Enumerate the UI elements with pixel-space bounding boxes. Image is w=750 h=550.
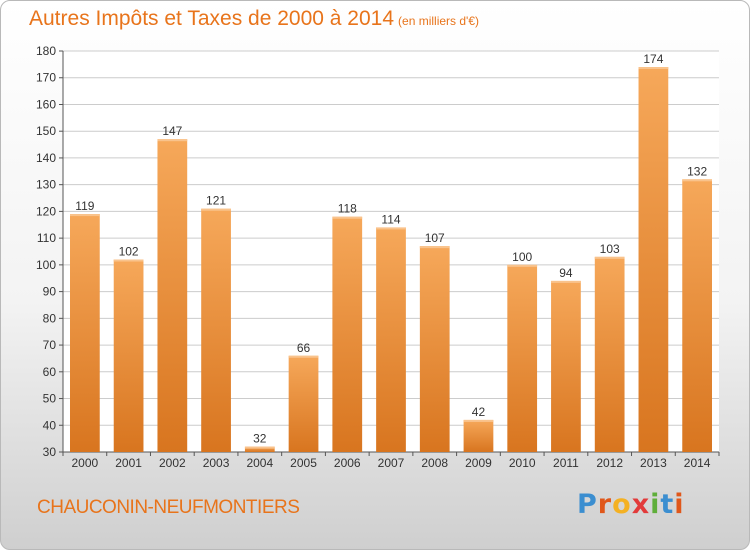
bar xyxy=(419,246,450,452)
x-tick-label: 2004 xyxy=(246,456,273,470)
bar-top-highlight xyxy=(594,256,625,259)
data-label: 94 xyxy=(559,266,573,280)
data-label: 103 xyxy=(600,242,620,256)
bar-top-highlight xyxy=(69,214,100,217)
x-tick-label: 2014 xyxy=(684,456,711,470)
proxiti-logo: Proxiti xyxy=(577,489,685,520)
x-tick-label: 2002 xyxy=(159,456,186,470)
bar-top-highlight xyxy=(244,446,275,449)
bar-top-highlight xyxy=(682,179,713,182)
x-tick-label: 2006 xyxy=(334,456,361,470)
data-label: 42 xyxy=(472,405,486,419)
bar-top-highlight xyxy=(551,280,581,283)
bar xyxy=(69,214,100,452)
bar xyxy=(288,355,319,452)
bar-top-highlight xyxy=(113,259,144,262)
y-tick-label: 140 xyxy=(36,151,56,165)
data-label: 102 xyxy=(119,245,139,259)
bar xyxy=(332,216,363,452)
x-tick-label: 2003 xyxy=(203,456,230,470)
bar-top-highlight xyxy=(157,139,188,142)
data-label: 66 xyxy=(297,341,311,355)
y-tick-label: 160 xyxy=(36,97,56,111)
bar-top-highlight xyxy=(332,216,363,219)
bar xyxy=(638,67,669,452)
y-tick-label: 130 xyxy=(36,178,56,192)
y-tick-label: 60 xyxy=(43,365,57,379)
x-tick-label: 2005 xyxy=(290,456,317,470)
bar-top-highlight xyxy=(288,355,319,358)
x-tick-label: 2007 xyxy=(378,456,405,470)
y-tick-label: 80 xyxy=(43,311,57,325)
bar xyxy=(682,179,713,452)
bar xyxy=(463,419,494,452)
bar xyxy=(113,259,144,452)
y-tick-label: 70 xyxy=(43,338,57,352)
y-tick-label: 180 xyxy=(36,44,56,58)
bar-top-highlight xyxy=(201,208,231,211)
x-tick-label: 2001 xyxy=(115,456,142,470)
y-tick-label: 40 xyxy=(43,418,57,432)
bar-top-highlight xyxy=(376,227,406,230)
y-tick-label: 110 xyxy=(37,231,56,245)
data-label: 107 xyxy=(425,231,445,245)
y-tick-label: 50 xyxy=(43,392,57,406)
y-tick-label: 100 xyxy=(36,258,56,272)
bar xyxy=(157,139,188,452)
data-label: 114 xyxy=(381,212,400,226)
y-tick-label: 90 xyxy=(43,285,57,299)
y-tick-label: 30 xyxy=(43,445,57,459)
x-tick-label: 2009 xyxy=(465,456,492,470)
bar xyxy=(594,256,625,452)
y-tick-label: 170 xyxy=(36,71,56,85)
data-label: 174 xyxy=(643,52,663,66)
town-name: CHAUCONIN-NEUFMONTIERS xyxy=(37,497,300,518)
data-label: 147 xyxy=(162,124,182,138)
bar xyxy=(244,446,275,452)
data-label: 121 xyxy=(206,194,226,208)
data-label: 119 xyxy=(75,199,94,213)
chart-title: Autres Impôts et Taxes de 2000 à 2014 (en… xyxy=(29,7,479,31)
x-tick-label: 2000 xyxy=(72,456,99,470)
bar xyxy=(507,264,538,452)
bar-top-highlight xyxy=(507,264,538,267)
x-tick-label: 2013 xyxy=(640,456,667,470)
bar-top-highlight xyxy=(638,67,669,70)
x-tick-label: 2012 xyxy=(596,456,623,470)
data-label: 118 xyxy=(338,202,357,216)
x-tick-label: 2008 xyxy=(421,456,448,470)
y-tick-label: 150 xyxy=(36,124,56,138)
chart-unit: (en milliers d'€) xyxy=(398,14,480,28)
data-label: 100 xyxy=(512,250,532,264)
bar xyxy=(201,208,231,452)
bar xyxy=(376,227,406,452)
y-tick-label: 120 xyxy=(36,204,56,218)
bar-top-highlight xyxy=(463,419,494,422)
data-label: 32 xyxy=(253,432,267,446)
data-label: 132 xyxy=(687,164,707,178)
x-tick-label: 2011 xyxy=(553,456,579,470)
chart-title-text: Autres Impôts et Taxes de 2000 à 2014 xyxy=(29,7,395,30)
bar-top-highlight xyxy=(419,246,450,249)
bar xyxy=(551,280,581,452)
x-tick-label: 2010 xyxy=(509,456,536,470)
